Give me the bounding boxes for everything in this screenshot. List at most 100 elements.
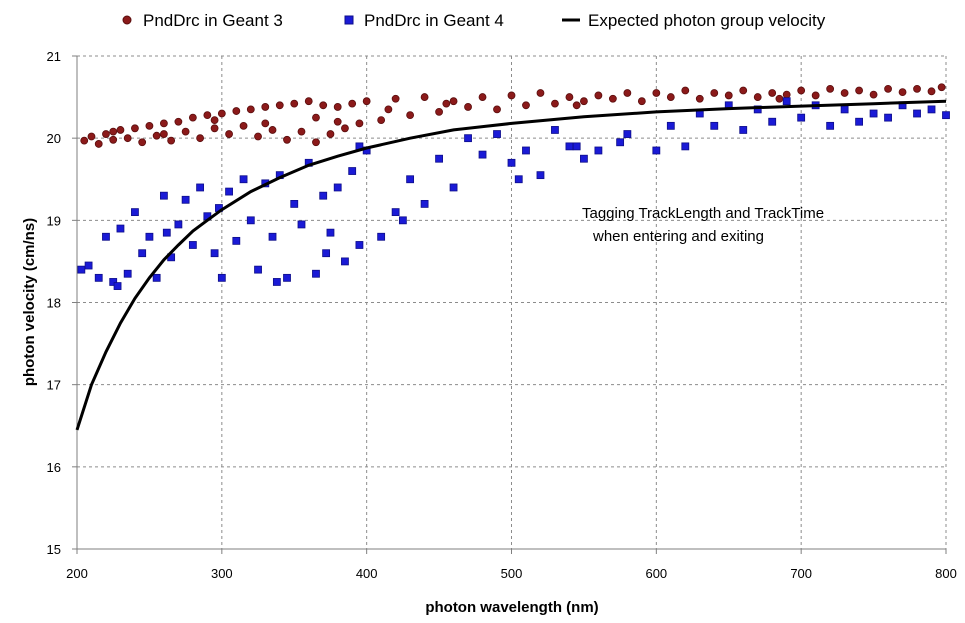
geant3-point [254,132,262,141]
geant3-point [159,119,168,128]
expected-velocity-curve [75,99,947,431]
geant4-point [319,191,328,200]
geant4-point [522,146,530,155]
x-tick-label: 400 [356,566,378,581]
y-tick-label: 15 [47,542,61,557]
geant3-point [239,121,248,130]
geant4-point [710,121,719,130]
geant3-point [594,91,603,100]
geant3-point [782,90,791,99]
geant3-point [775,94,784,103]
y-tick-label: 21 [47,49,61,64]
geant4-point [159,191,168,200]
geant3-point [181,127,190,136]
geant3-point [174,117,183,126]
tick-labels: 15 16 17 18 19 20 21 200 300 400 500 600 700 800 [47,49,957,581]
geant3-point [377,116,386,124]
x-tick-label: 600 [645,566,667,581]
geant4-point [77,265,86,274]
x-tick-label: 800 [935,566,957,581]
geant3-point [312,138,320,147]
geant4-point [254,265,262,274]
geant3-point [275,101,284,110]
geant4-point [239,175,248,184]
geant4-point [580,154,588,163]
geant3-point [724,91,733,100]
geant3-point [131,124,139,133]
geant3-point [811,91,820,100]
geant3-point [551,99,559,108]
geant4-point [514,175,523,184]
geant3-point [290,99,299,108]
geant3-point [406,111,415,120]
geant3-point [753,93,762,101]
geant3-point [384,105,393,114]
geant3-point [80,136,89,145]
geant3-point [464,103,472,111]
y-tick-label: 19 [47,213,61,228]
geant4-point [109,278,118,286]
geant4-point [942,111,950,120]
geant4-point [572,142,581,151]
geant4-point [739,126,748,134]
geant4-point [348,167,357,175]
geant4-point [435,154,443,163]
geant3-point [203,111,212,120]
geant3-point [580,97,588,106]
geant4-point [162,228,171,237]
geant3-point [138,138,147,147]
geant4-point [666,121,675,130]
geant4-point [464,134,472,143]
axes [72,55,947,554]
geant3-point [304,97,313,106]
geant3-point [355,119,364,128]
geant3-point [210,116,219,124]
y-tick-label: 20 [47,131,61,146]
geant4-point [131,208,139,217]
geant4-point [123,269,132,278]
geant3-point [522,101,530,110]
geant3-point [710,89,719,97]
geant4-point [312,269,320,278]
geant3-point [565,93,574,101]
geant3-point [637,97,646,106]
geant4-point [290,199,299,208]
geant4-point [652,146,661,155]
geant3-point [937,83,946,92]
geant3-point [283,135,291,144]
geant4-point [181,195,190,204]
x-tick-label: 500 [501,566,523,581]
legend-marker-geant3 [122,15,132,25]
geant4-point [398,216,407,225]
geant4-point [594,146,603,155]
y-tick-label: 17 [47,378,61,393]
geant4-point [174,220,183,229]
geant3-point [123,134,132,143]
x-tick-label: 300 [211,566,233,581]
geant3-point [840,89,849,97]
geant4-point [355,241,364,249]
geant3-point [826,84,835,93]
geant3-point [196,134,205,143]
geant3-point [623,89,632,97]
legend-label-geant3: PndDrc in Geant 3 [143,11,283,30]
geant4-point [94,273,103,282]
geant4-point [116,224,125,233]
geant4-point [102,232,110,241]
geant3-point [312,113,320,122]
geant4-point [188,241,197,249]
geant4-point [326,228,335,237]
geant4-point [449,183,458,192]
geant3-point [261,119,270,128]
legend: PndDrc in Geant 3 PndDrc in Geant 4 Expe… [122,11,826,30]
geant3-point [261,103,270,111]
geant4-point [768,117,777,126]
geant3-point [319,101,328,110]
geant4-point [84,261,93,270]
geant4-point [246,216,255,225]
geant3-point [739,86,748,95]
geant3-point [362,97,371,106]
geant3-point [109,127,118,136]
geant3-point [297,127,306,136]
